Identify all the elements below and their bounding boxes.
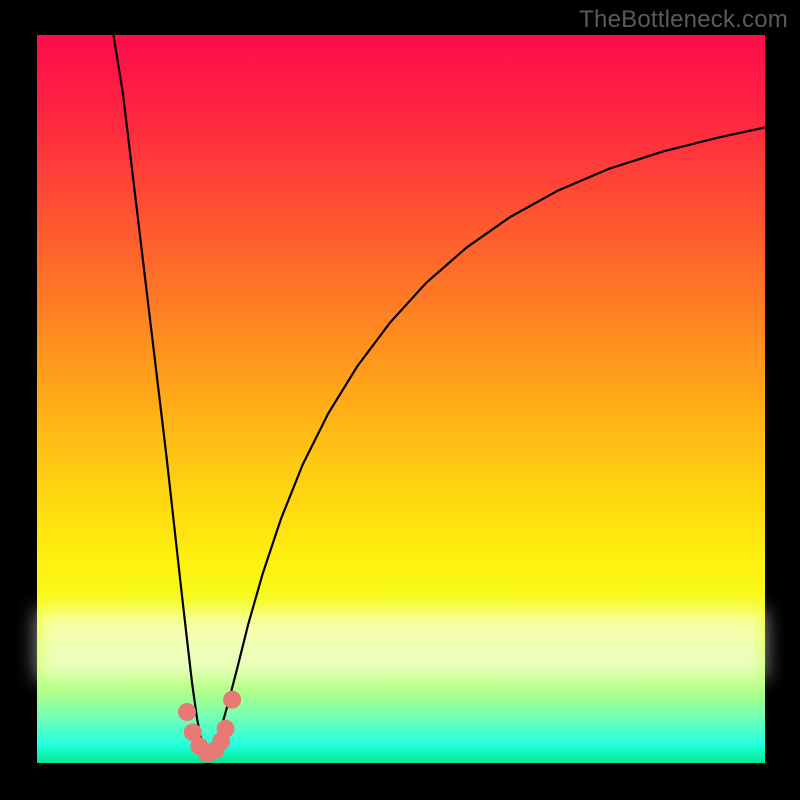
watermark-text: TheBottleneck.com: [579, 6, 788, 34]
data-marker: [217, 720, 235, 738]
bottleneck-curve-plot: [0, 0, 800, 800]
highlight-band: [37, 610, 765, 679]
chart-container: TheBottleneck.com: [0, 0, 800, 800]
data-marker: [178, 703, 196, 721]
data-marker: [223, 691, 241, 709]
